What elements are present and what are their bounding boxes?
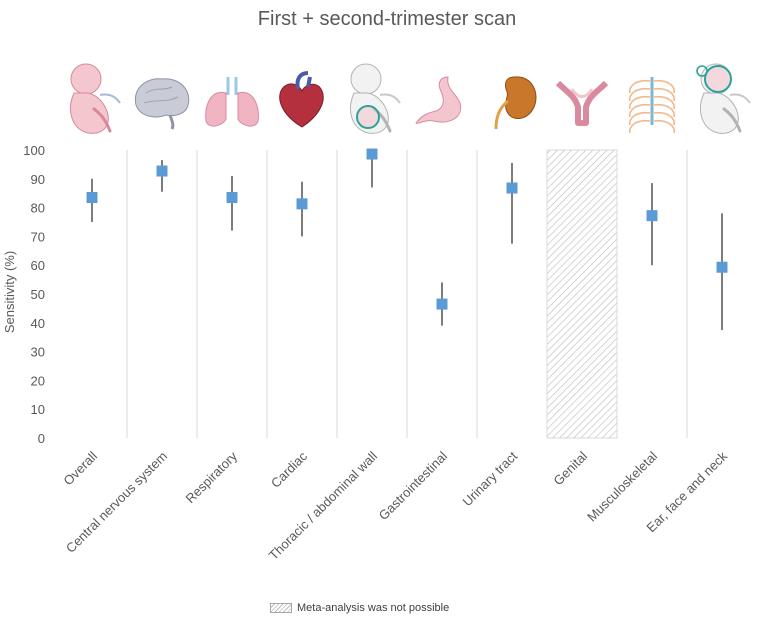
fetus-icon	[70, 63, 121, 134]
y-tick-label: 90	[31, 172, 45, 187]
y-tick-label: 70	[31, 229, 45, 244]
y-axis-label: Sensitivity (%)	[2, 251, 17, 333]
y-tick-label: 50	[31, 287, 45, 302]
y-tick-label: 60	[31, 258, 45, 273]
point-marker-respiratory	[226, 192, 238, 204]
kidney-icon	[494, 76, 537, 130]
x-tick-label-gastrointestinal: Gastrointestinal	[376, 448, 451, 523]
point-marker-urinary-tract	[506, 182, 518, 194]
ribcage-icon	[628, 77, 676, 134]
x-tick-label-respiratory: Respiratory	[183, 448, 241, 506]
y-tick-label: 100	[23, 143, 45, 158]
lungs-icon	[205, 77, 259, 127]
heart-icon	[279, 71, 324, 128]
legend-hatch-swatch	[270, 603, 292, 613]
point-marker-musculoskeletal	[646, 210, 658, 222]
brain-icon	[134, 78, 190, 130]
y-tick-label: 40	[31, 316, 45, 331]
x-tick-label-musculoskeletal: Musculoskeletal	[584, 448, 660, 524]
legend: Meta-analysis was not possible	[270, 602, 449, 614]
point-marker-thoracic-abdominal-wall	[366, 148, 378, 160]
point-marker-central-nervous-system	[156, 165, 168, 177]
x-tick-label-genital: Genital	[550, 448, 590, 488]
chart-title: First + second-trimester scan	[257, 8, 517, 30]
legend-label: Meta-analysis was not possible	[297, 602, 450, 614]
y-tick-label: 80	[31, 201, 45, 216]
x-tick-label-overall: Overall	[60, 448, 100, 488]
fetus-head-icon	[696, 63, 751, 134]
point-marker-gastrointestinal	[436, 298, 448, 310]
point-marker-overall	[86, 192, 98, 204]
not-possible-band-genital	[546, 149, 618, 439]
y-tick-label: 10	[31, 402, 45, 417]
point-marker-ear-face-and-neck	[716, 261, 728, 273]
point-marker-cardiac	[296, 198, 308, 210]
y-tick-label: 20	[31, 373, 45, 388]
x-tick-label-urinary-tract: Urinary tract	[459, 448, 520, 509]
y-tick-label: 30	[31, 345, 45, 360]
y-tick-label: 0	[38, 431, 45, 446]
stomach-icon	[415, 76, 462, 124]
uterus-icon	[555, 80, 609, 126]
fetus-abdominal-wall-icon	[350, 63, 401, 134]
x-tick-label-cardiac: Cardiac	[268, 448, 311, 491]
